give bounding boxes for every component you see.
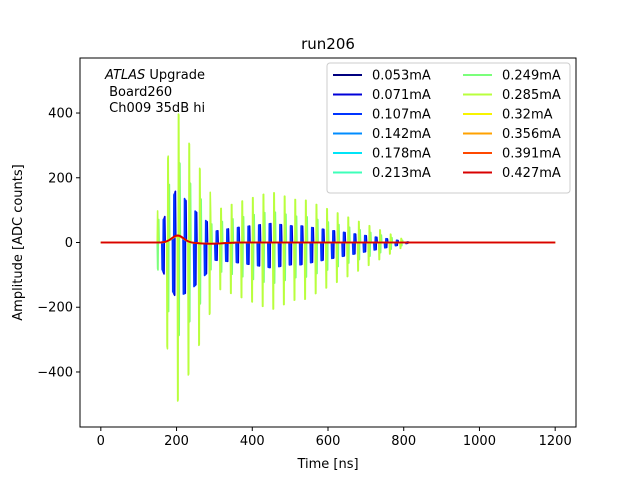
x-tick-label: 600 (316, 434, 341, 449)
legend-entry: 0.178mA (372, 147, 431, 162)
y-tick-label: 400 (48, 107, 73, 122)
legend-entry: 0.391mA (502, 147, 561, 162)
y-tick-label: −400 (37, 365, 73, 380)
legend-entry: 0.285mA (502, 88, 561, 103)
legend-frame (326, 62, 571, 194)
y-axis-ticks: −400 −200 0 200 400 (37, 107, 80, 380)
x-axis-ticks: 0 200 400 600 800 1000 1200 (97, 427, 572, 449)
legend-entry: 0.107mA (372, 108, 431, 123)
legend-entry: 0.32mA (502, 108, 553, 123)
legend-entry: 0.356mA (502, 127, 561, 142)
x-tick-label: 800 (391, 434, 416, 449)
legend: 0.053mA 0.071mA 0.107mA 0.142mA 0.178mA 0.213… (326, 62, 571, 194)
series-layer (100, 113, 556, 402)
series-line-0.427mA (100, 234, 556, 245)
x-tick-label: 400 (240, 434, 265, 449)
annotation-line-3: Ch009 35dB hi (105, 101, 205, 116)
chart-title: run206 (301, 35, 355, 53)
y-tick-label: 0 (65, 236, 73, 251)
legend-entry: 0.142mA (372, 127, 431, 142)
x-tick-label: 1200 (539, 434, 572, 449)
legend-entry: 0.213mA (372, 166, 431, 181)
x-tick-label: 0 (97, 434, 105, 449)
annotation-line-2: Board260 (105, 85, 172, 100)
atlas-annotation: ATLAS Upgrade Board260 Ch009 35dB hi (104, 68, 205, 116)
x-axis-label: Time [ns] (296, 457, 358, 472)
legend-entry: 0.249mA (502, 69, 561, 84)
x-tick-label: 200 (164, 434, 189, 449)
legend-entry: 0.427mA (502, 166, 561, 181)
x-tick-label: 1000 (463, 434, 496, 449)
legend-entry: 0.071mA (372, 88, 431, 103)
annotation-italic: ATLAS (104, 68, 145, 83)
y-tick-label: 200 (48, 171, 73, 186)
legend-entry: 0.053mA (372, 69, 431, 84)
annotation-line-1: ATLAS Upgrade (104, 68, 205, 83)
y-tick-label: −200 (37, 301, 73, 316)
annotation-upgrade: Upgrade (145, 68, 205, 83)
y-axis-label: Amplitude [ADC counts] (11, 164, 26, 320)
